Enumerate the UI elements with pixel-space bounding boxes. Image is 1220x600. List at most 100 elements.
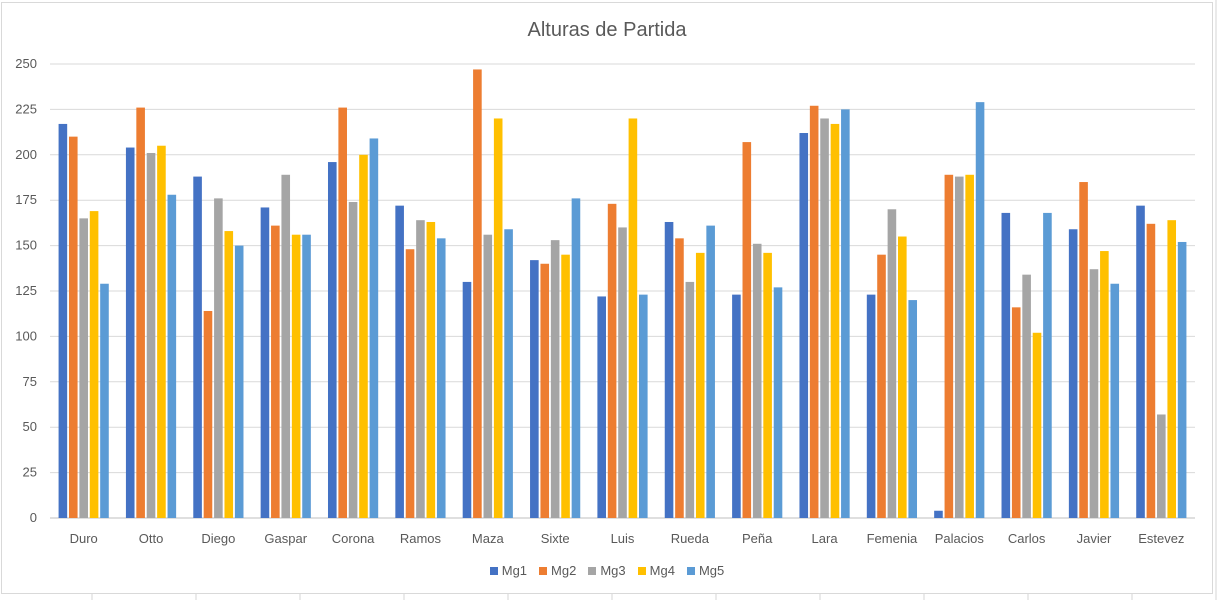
bar-mg3-12: [887, 209, 897, 518]
x-tick-label: Luis: [611, 531, 635, 546]
bar-mg5-10: [773, 287, 783, 518]
x-tick-label: Ramos: [400, 531, 442, 546]
bar-mg4-11: [830, 123, 840, 519]
bar-mg1-3: [260, 207, 270, 518]
bar-mg1-1: [125, 147, 135, 519]
y-tick-label: 125: [15, 283, 37, 298]
bar-mg1-7: [530, 260, 539, 518]
x-tick-label: Sixte: [541, 531, 570, 546]
x-tick-label: Rueda: [671, 531, 710, 546]
bar-mg4-5: [426, 221, 436, 519]
bar-mg2-2: [203, 310, 213, 518]
x-tick-label: Otto: [139, 531, 164, 546]
bar-mg1-8: [597, 296, 606, 518]
bar-mg2-15: [1079, 182, 1088, 519]
bar-mg3-14: [1022, 274, 1031, 518]
bar-mg5-6: [504, 229, 513, 518]
legend-item-mg3: Mg3: [588, 563, 626, 578]
x-tick-label: Javier: [1077, 531, 1112, 546]
bar-mg2-14: [1011, 307, 1021, 518]
legend-item-mg2: Mg2: [539, 563, 576, 578]
bar-mg5-4: [369, 138, 379, 518]
bar-mg2-10: [742, 142, 752, 518]
bar-mg3-9: [685, 281, 695, 518]
bar-mg2-5: [405, 249, 415, 519]
legend-item-mg1: Mg1: [489, 563, 528, 578]
y-tick-label: 200: [15, 147, 37, 162]
y-tick-label: 225: [15, 101, 37, 116]
bar-mg4-2: [224, 231, 234, 518]
bar-mg2-6: [473, 69, 482, 518]
legend-swatch: [539, 566, 548, 575]
bar-mg2-13: [944, 174, 954, 518]
plot-area: 0 25 50 75 100 125 150 175 200 225 250 Duro Otto Dieg…: [15, 56, 1195, 546]
legend-swatch: [588, 566, 597, 575]
legend-swatch: [489, 566, 498, 575]
bar-mg1-14: [1001, 212, 1011, 518]
y-tick-label: 50: [23, 419, 37, 434]
bar-mg3-3: [281, 174, 291, 518]
legend-swatch: [686, 566, 695, 575]
x-tick-label: Femenia: [867, 531, 918, 546]
bar-mg2-8: [607, 203, 617, 518]
bar-mg4-0: [89, 211, 99, 518]
legend: Mg1 Mg2 Mg3 Mg4 Mg5: [2, 563, 1212, 578]
bar-mg3-8: [618, 227, 627, 518]
bar-mg1-0: [58, 123, 68, 519]
legend-label: Mg1: [501, 563, 528, 578]
y-tick-label: 175: [15, 192, 37, 207]
x-tick-label: Lara: [812, 531, 839, 546]
bar-mg3-6: [483, 234, 493, 518]
bar-mg2-4: [338, 107, 347, 518]
bar-mg4-14: [1032, 332, 1042, 518]
bar-mg4-7: [561, 254, 570, 518]
bar-mg3-16: [1157, 414, 1166, 518]
bar-mg5-2: [234, 245, 244, 518]
bar-mg4-12: [898, 236, 907, 518]
bar-mg2-9: [675, 238, 684, 518]
y-tick-label: 25: [23, 465, 37, 480]
bar-mg4-10: [763, 252, 772, 519]
legend-item-mg4: Mg4: [637, 563, 675, 578]
x-tick-label: Diego: [201, 531, 235, 546]
bar-mg4-4: [359, 154, 368, 519]
bar-mg3-11: [820, 118, 829, 518]
y-tick-label: 150: [15, 238, 37, 253]
bar-mg1-4: [327, 162, 337, 518]
bar-mg5-7: [571, 198, 581, 518]
bar-mg5-13: [975, 102, 985, 518]
y-tick-label: 250: [15, 56, 37, 71]
bar-mg5-16: [1177, 241, 1187, 518]
bar-mg5-15: [1110, 283, 1120, 518]
bar-mg3-5: [416, 220, 425, 518]
bar-mg1-12: [866, 294, 876, 518]
bar-mg1-6: [462, 281, 472, 518]
bar-mg3-15: [1089, 269, 1099, 518]
bar-mg1-2: [193, 176, 202, 518]
bar-mg3-13: [954, 176, 964, 518]
legend-item-mg5: Mg5: [686, 563, 724, 578]
bar-mg4-1: [157, 145, 166, 518]
bar-mg3-2: [214, 198, 223, 518]
x-tick-label: Maza: [472, 531, 505, 546]
bar-mg3-7: [550, 240, 560, 518]
bar-mg4-9: [695, 252, 705, 519]
bar-mg5-1: [167, 194, 177, 518]
bar-mg1-11: [799, 133, 809, 518]
bar-mg5-8: [639, 294, 648, 518]
bar-mg1-9: [664, 221, 674, 519]
bar-mg3-1: [146, 152, 156, 519]
bar-mg1-13: [934, 510, 943, 518]
x-tick-label: Estevez: [1138, 531, 1184, 546]
legend-label: Mg4: [649, 563, 675, 578]
x-tick-label: Peña: [742, 531, 773, 546]
legend-label: Mg2: [551, 563, 577, 578]
bar-mg2-3: [271, 225, 280, 518]
bar-mg2-7: [540, 263, 550, 518]
chart-title: Alturas de Partida: [527, 19, 687, 41]
y-tick-label: 75: [23, 374, 37, 389]
bar-mg5-9: [706, 225, 715, 518]
x-tick-label: Carlos: [1008, 531, 1046, 546]
bar-mg5-11: [841, 109, 850, 519]
